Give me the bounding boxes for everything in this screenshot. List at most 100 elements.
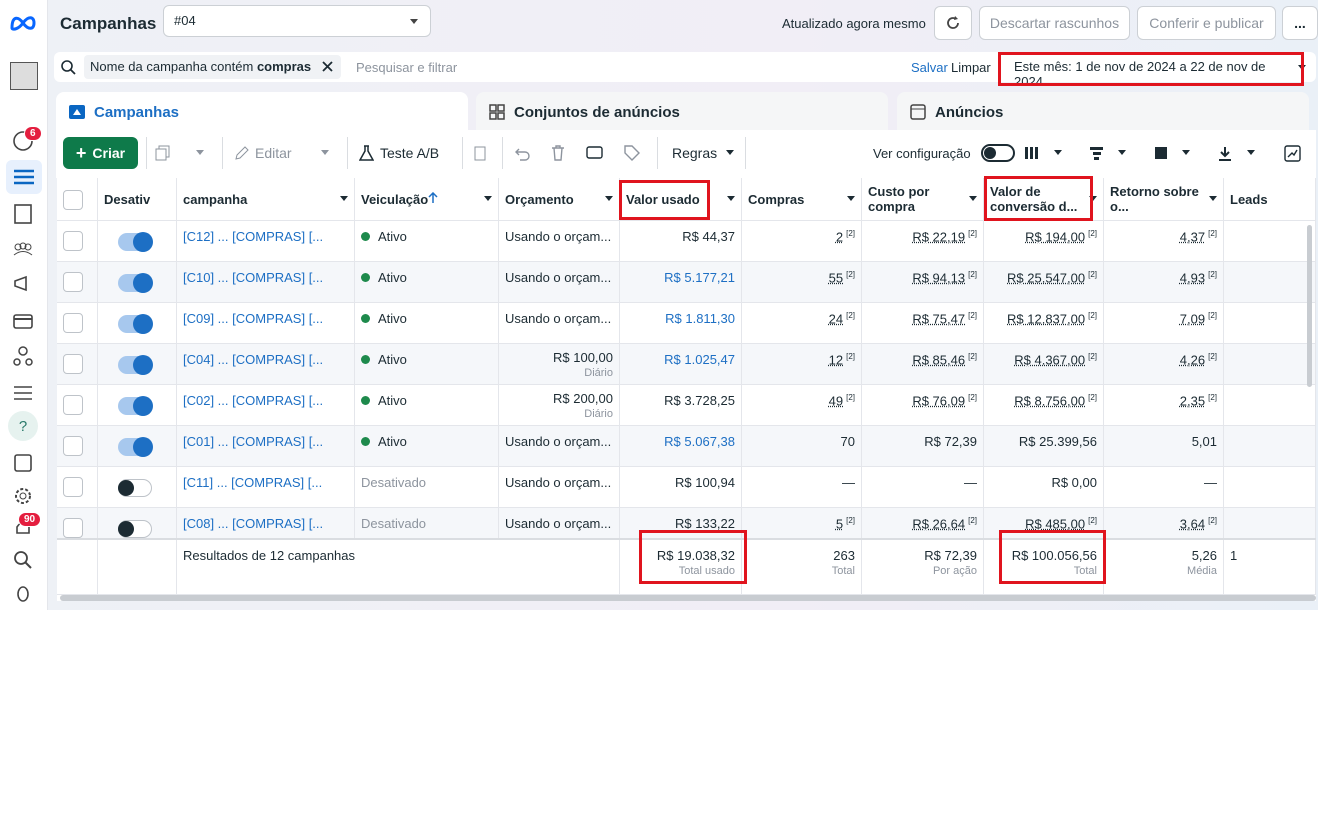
campaign-name[interactable]: [C04] ... [COMPRAS] [...: [183, 352, 324, 367]
refresh-button[interactable]: [934, 6, 972, 40]
amount-spent[interactable]: R$ 5.067,38: [664, 434, 735, 449]
campaign-name[interactable]: [C12] ... [COMPRAS] [...: [183, 229, 324, 244]
column-menu[interactable]: [847, 196, 855, 201]
header-cell[interactable]: Retorno sobre o...: [1104, 178, 1224, 220]
campaign-toggle[interactable]: [118, 273, 153, 293]
campaign-toggle[interactable]: [118, 520, 152, 538]
billing-icon[interactable]: [12, 310, 34, 332]
reports-button[interactable]: [1153, 137, 1190, 169]
business-icon[interactable]: [12, 345, 34, 367]
status-text: Ativo: [378, 352, 407, 367]
columns-button[interactable]: [1024, 137, 1062, 169]
header-cell[interactable]: Veiculação: [355, 178, 499, 220]
duplicate-button[interactable]: [155, 137, 171, 169]
row-checkbox[interactable]: [63, 518, 83, 538]
archive-button[interactable]: [473, 137, 487, 169]
header-cell[interactable]: Orçamento: [499, 178, 620, 220]
search-icon[interactable]: [12, 549, 34, 571]
edit-menu[interactable]: [317, 137, 329, 169]
tag-button[interactable]: [624, 137, 640, 169]
row-checkbox[interactable]: [63, 395, 83, 415]
menu-icon[interactable]: [12, 382, 34, 404]
column-menu[interactable]: [605, 196, 613, 201]
row-checkbox[interactable]: [63, 477, 83, 497]
campaign-toggle[interactable]: [118, 479, 152, 497]
create-button[interactable]: + Criar: [63, 137, 138, 169]
header-cell[interactable]: campanha: [177, 178, 355, 220]
amount-spent[interactable]: R$ 1.811,30: [665, 311, 735, 326]
reports-icon[interactable]: [12, 203, 34, 225]
header-cell[interactable]: Valor usado: [620, 178, 742, 220]
pages-icon[interactable]: [12, 452, 34, 474]
edit-button[interactable]: Editar: [234, 137, 292, 169]
column-menu[interactable]: [340, 196, 348, 201]
row-checkbox[interactable]: [63, 436, 83, 456]
roas: 7,09: [1179, 311, 1206, 327]
publish-button[interactable]: Conferir e publicar: [1137, 6, 1276, 40]
ads-icon[interactable]: [12, 273, 34, 295]
header-cell[interactable]: Compras: [742, 178, 862, 220]
clear-filter[interactable]: Limpar: [951, 60, 991, 75]
row-checkbox[interactable]: [63, 313, 83, 333]
discard-button[interactable]: Descartar rascunhos: [979, 6, 1130, 40]
page-title: Campanhas: [60, 14, 157, 33]
view-setup[interactable]: Ver configuração: [873, 137, 1015, 169]
row-checkbox[interactable]: [63, 231, 83, 251]
horizontal-scrollbar[interactable]: [60, 595, 1316, 601]
header-cell[interactable]: Custo por compra: [862, 178, 984, 220]
row-checkbox[interactable]: [63, 354, 83, 374]
campaign-name[interactable]: [C08] ... [COMPRAS] [...: [183, 516, 324, 531]
column-menu[interactable]: [1089, 196, 1097, 201]
tab-ads[interactable]: Anúncios: [897, 92, 1309, 132]
ab-test-button[interactable]: Teste A/B: [359, 137, 439, 169]
column-menu[interactable]: [1209, 196, 1217, 201]
campaign-name[interactable]: [C02] ... [COMPRAS] [...: [183, 393, 324, 408]
undo-button[interactable]: [515, 137, 530, 169]
vertical-scrollbar[interactable]: [1307, 225, 1312, 387]
row-checkbox[interactable]: [63, 272, 83, 292]
tab-campaigns[interactable]: Campanhas: [56, 92, 468, 132]
save-filter[interactable]: Salvar: [911, 60, 948, 75]
more-button[interactable]: ...: [1282, 6, 1318, 40]
tab-adsets[interactable]: Conjuntos de anúncios: [476, 92, 888, 132]
header-cell[interactable]: Desativ: [98, 178, 177, 220]
campaign-toggle[interactable]: [118, 396, 153, 416]
delete-button[interactable]: [551, 137, 565, 169]
campaign-name[interactable]: [C11] ... [COMPRAS] [...: [183, 475, 323, 490]
column-menu[interactable]: [484, 196, 492, 201]
column-menu[interactable]: [727, 196, 735, 201]
cost-cell: R$ 72,39: [862, 426, 984, 466]
spent-cell: R$ 133,22: [620, 508, 742, 538]
breakdown-button[interactable]: [1090, 137, 1126, 169]
audiences-icon[interactable]: [12, 238, 34, 260]
settings-icon[interactable]: [12, 485, 34, 507]
campaign-toggle[interactable]: [118, 437, 153, 457]
campaign-toggle[interactable]: [118, 355, 153, 375]
account-selector[interactable]: #04: [163, 5, 431, 37]
rules-button[interactable]: Regras: [672, 137, 734, 169]
campaign-name[interactable]: [C10] ... [COMPRAS] [...: [183, 270, 324, 285]
campaign-toggle[interactable]: [118, 232, 153, 252]
campaign-name[interactable]: [C09] ... [COMPRAS] [...: [183, 311, 324, 326]
header-cell[interactable]: Leads: [1224, 178, 1316, 220]
header-cell[interactable]: Valor de conversão d...: [984, 178, 1104, 220]
campaign-name[interactable]: [C01] ... [COMPRAS] [...: [183, 434, 324, 449]
select-all-checkbox[interactable]: [63, 190, 83, 210]
activity-icon[interactable]: [12, 130, 34, 152]
help-icon[interactable]: ?: [7, 410, 39, 442]
amount-spent[interactable]: R$ 5.177,21: [664, 270, 735, 285]
amount-spent[interactable]: R$ 1.025,47: [664, 352, 735, 367]
export-button[interactable]: [1218, 137, 1255, 169]
ads-manager: 6 ? 90 Campanhas #04 Atualizado agora me…: [0, 0, 1318, 610]
campaigns-nav-active[interactable]: [6, 160, 42, 194]
column-menu[interactable]: [969, 196, 977, 201]
cost-cell: R$ 94,13 [2]: [862, 262, 984, 302]
charts-button[interactable]: [1284, 137, 1301, 169]
bug-icon[interactable]: [12, 582, 34, 604]
preview-button[interactable]: [586, 137, 603, 169]
filter-chip[interactable]: Nome da campanha contém compras: [84, 55, 342, 79]
search-placeholder[interactable]: Pesquisar e filtrar: [356, 60, 458, 75]
account-avatar[interactable]: [10, 62, 38, 90]
campaign-toggle[interactable]: [118, 314, 153, 334]
duplicate-menu[interactable]: [192, 137, 204, 169]
